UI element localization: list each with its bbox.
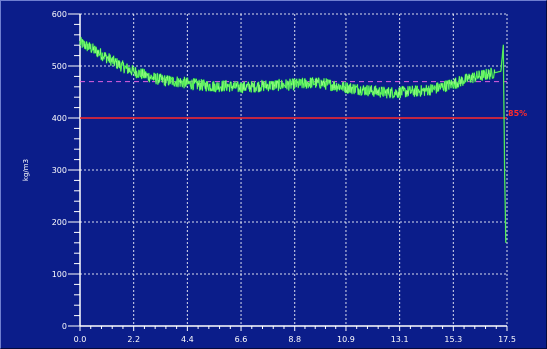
x-tick-label: 0.0 bbox=[74, 335, 87, 344]
density-series-line bbox=[79, 36, 507, 243]
y-tick-label: 300 bbox=[52, 166, 67, 175]
x-tick-label: 13.1 bbox=[391, 335, 409, 344]
tick-marks bbox=[68, 13, 508, 331]
reference-lines: 85% bbox=[80, 81, 527, 119]
y-tick-label: 0 bbox=[62, 322, 67, 331]
grid-lines bbox=[80, 13, 508, 326]
series-layer bbox=[79, 36, 507, 243]
x-tick-label: 6.6 bbox=[235, 335, 248, 344]
density-series-highlight bbox=[79, 37, 507, 243]
x-tick-label: 2.2 bbox=[127, 335, 140, 344]
y-tick-label: 500 bbox=[52, 62, 67, 71]
y-tick-label: 100 bbox=[52, 270, 67, 279]
x-tick-label: 17.5 bbox=[498, 335, 516, 344]
x-tick-label: 15.3 bbox=[444, 335, 462, 344]
y-tick-label: 200 bbox=[52, 218, 67, 227]
y-axis-title: kg/m3 bbox=[22, 159, 30, 181]
y-tick-labels: 0 100 200 300 400 500 600 bbox=[52, 10, 67, 331]
x-tick-labels: 0.0 2.2 4.4 6.6 8.8 10.9 13.1 15.3 17.5 bbox=[74, 335, 516, 344]
x-tick-label: 10.9 bbox=[337, 335, 355, 344]
reference-label: 85% bbox=[508, 109, 527, 118]
x-tick-label: 4.4 bbox=[181, 335, 194, 344]
x-tick-label: 8.8 bbox=[288, 335, 301, 344]
y-tick-label: 600 bbox=[52, 10, 67, 19]
y-tick-label: 400 bbox=[52, 114, 67, 123]
